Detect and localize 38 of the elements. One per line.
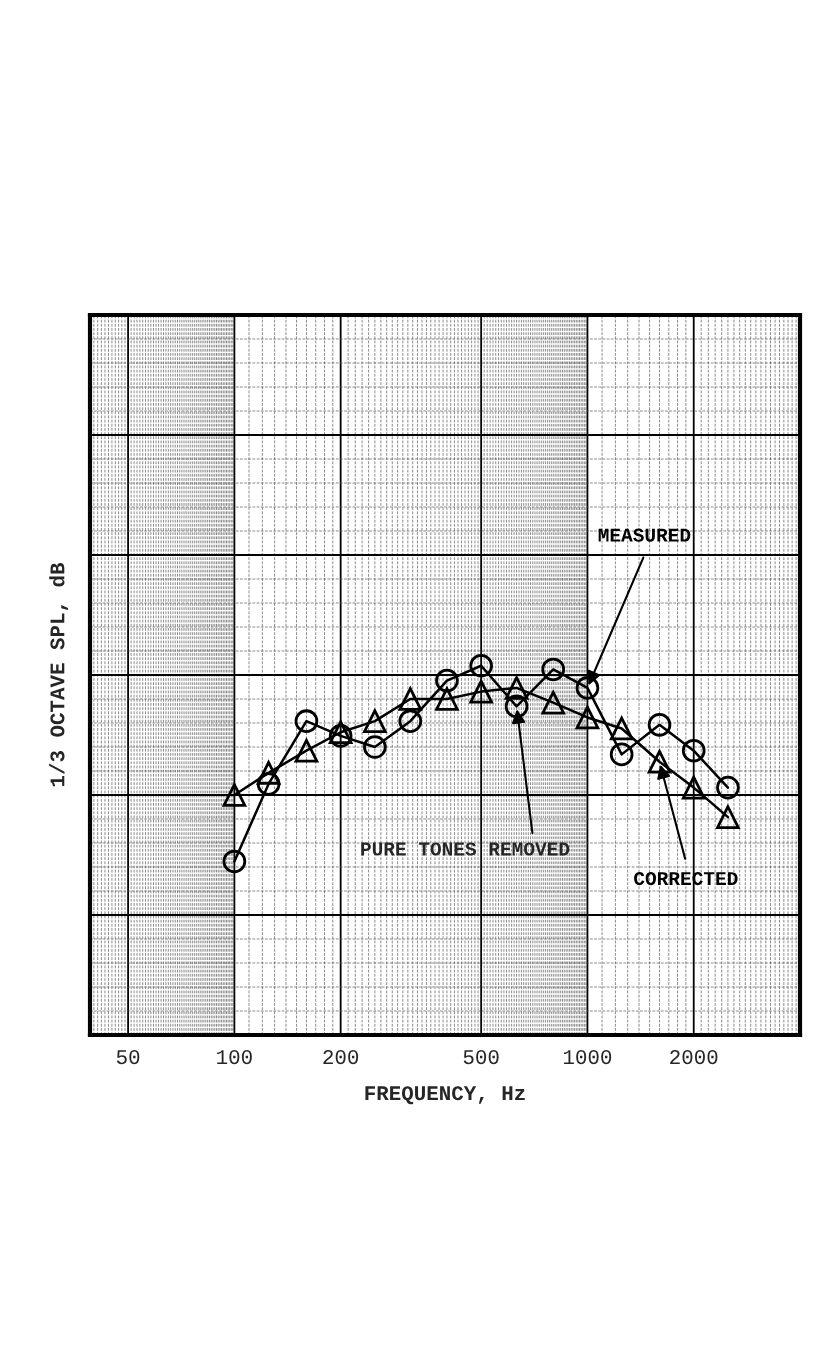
point <box>716 775 740 800</box>
x-axis-title: FREQUENCY, Hz <box>365 1086 525 1105</box>
point <box>647 749 672 774</box>
point <box>398 709 423 733</box>
point <box>681 738 706 763</box>
point <box>541 690 566 715</box>
annotation: PURE TONES REMOVED <box>361 842 570 856</box>
x-tick-label: 1000 <box>563 1050 612 1065</box>
point <box>435 687 459 711</box>
x-tick-label: 100 <box>217 1050 252 1065</box>
point <box>222 783 247 807</box>
text: MEASURED <box>598 528 691 542</box>
point <box>294 738 319 763</box>
point <box>469 653 493 678</box>
point <box>716 805 740 829</box>
point <box>575 705 600 730</box>
point <box>504 676 529 700</box>
point <box>294 709 319 733</box>
point <box>398 687 423 711</box>
point <box>609 716 634 741</box>
point <box>647 713 672 737</box>
point <box>435 668 459 693</box>
point <box>363 735 387 759</box>
point <box>681 775 706 800</box>
point <box>256 772 281 796</box>
x-tick-label: 500 <box>463 1050 499 1065</box>
point <box>541 657 566 682</box>
point <box>363 709 387 733</box>
point <box>609 742 634 767</box>
point <box>256 761 281 785</box>
point <box>469 679 493 704</box>
x-tick-label: 50 <box>116 1050 140 1065</box>
x-tick-label: 2000 <box>670 1050 718 1065</box>
x-tick-label: 200 <box>323 1050 359 1065</box>
point <box>504 694 529 719</box>
point <box>575 676 600 700</box>
y-axis-title: 1/3 OCTAVE SPL, dB <box>49 562 68 787</box>
point <box>222 849 247 874</box>
